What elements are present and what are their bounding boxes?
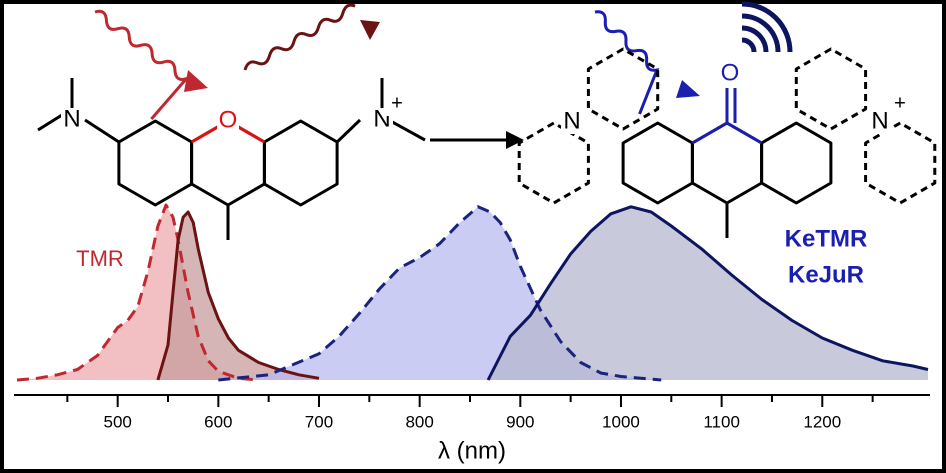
atom-label: +	[894, 92, 906, 114]
x-tick-label: 700	[305, 412, 333, 431]
label-bg	[719, 62, 741, 86]
atom-label: N	[871, 107, 888, 134]
bond	[726, 121, 763, 145]
arrowhead	[360, 20, 380, 40]
bond	[336, 118, 362, 144]
ring	[794, 47, 868, 131]
bond	[691, 121, 728, 145]
structures: N O N+NON+	[37, 1, 937, 240]
annotation: KeJuR	[788, 261, 864, 288]
x-tick-label: 500	[103, 412, 131, 431]
spectrum-line	[16, 203, 259, 382]
arrowhead	[506, 131, 524, 149]
label-bg	[561, 110, 583, 134]
annotation: KeTMR	[785, 225, 868, 252]
ring	[262, 119, 339, 207]
spectrum-line	[218, 205, 662, 382]
x-axis-label: λ (nm)	[438, 437, 506, 464]
bond	[37, 113, 63, 132]
plot: 500 600 700 800 900 1000 1100 1200 λ (nm) TMR KeTM…	[14, 203, 930, 464]
label-bg	[889, 92, 911, 116]
ring	[586, 47, 660, 131]
label-bg	[217, 109, 239, 133]
spectrum-line	[156, 210, 320, 381]
label-bg	[61, 108, 83, 132]
ring	[864, 121, 937, 205]
label-bg	[386, 92, 408, 116]
excitation-arrow	[94, 9, 191, 120]
x-tick-label: 1200	[803, 412, 841, 431]
radio-waves	[741, 1, 793, 53]
atom-label: O	[219, 106, 238, 133]
x-tick-label: 1100	[703, 412, 740, 431]
spectrum-area	[17, 205, 259, 380]
x-tick-label: 800	[405, 412, 433, 431]
x-tick-label: 900	[506, 412, 534, 431]
arrowhead	[184, 70, 208, 92]
x-tick-label: 600	[204, 412, 232, 431]
spectrum-line	[486, 205, 929, 381]
excitation-arrow	[594, 10, 660, 115]
atom-label: O	[721, 59, 740, 86]
atom-label: +	[391, 92, 403, 114]
emission-arrow	[243, 3, 356, 71]
label-bg	[869, 110, 891, 134]
annotation: TMR	[76, 246, 124, 271]
atom-label: N	[563, 107, 580, 134]
bond	[84, 118, 120, 144]
ring	[517, 121, 590, 205]
x-tick-label: 1000	[602, 412, 640, 431]
atom-label: N	[63, 105, 80, 132]
arrowhead	[676, 80, 700, 98]
